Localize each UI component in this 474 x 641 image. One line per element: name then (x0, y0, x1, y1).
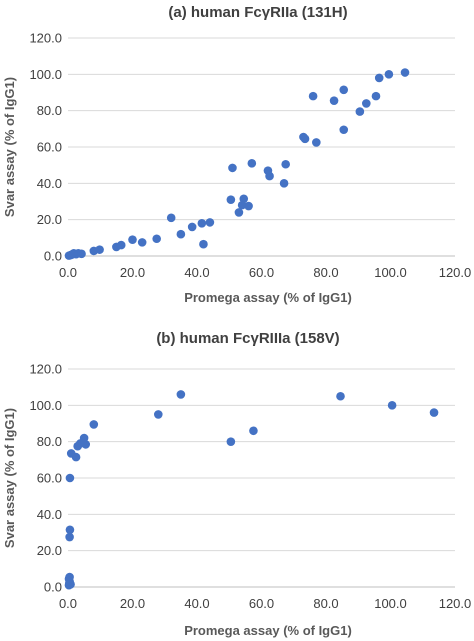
chart-a-y-tick-label: 120.0 (29, 31, 62, 46)
chart-a-x-tick-label: 40.0 (184, 265, 209, 280)
chart-b-y-tick-label: 60.0 (37, 471, 62, 486)
chart-b-y-tick-label: 40.0 (37, 507, 62, 522)
chart-a-data-point (166, 213, 176, 223)
chart-b-x-tick-label: 40.0 (184, 596, 209, 611)
chart-a-data-point (234, 208, 244, 217)
chart-a-data-point (226, 195, 236, 204)
chart-a-y-tick-label: 80.0 (37, 103, 62, 118)
chart-a-data-point (329, 96, 339, 105)
chart-a-data-point (128, 235, 137, 244)
chart-a-data-point (176, 229, 186, 239)
chart-a-x-tick-label: 80.0 (313, 265, 338, 280)
chart-b-y-tick-label: 120.0 (29, 362, 62, 377)
chart-b-x-axis-label: Promega assay (% of IgG1) (184, 623, 352, 638)
chart-b-data-point (429, 408, 439, 417)
chart-a-data-point (199, 239, 208, 249)
chart-b-data-point (81, 440, 91, 449)
chart-a-x-tick-label: 0.0 (59, 265, 77, 280)
chart-a-y-tick-label: 60.0 (37, 140, 62, 155)
chart-b-x-tick-label: 0.0 (59, 596, 77, 611)
chart-b-data-point (226, 437, 236, 446)
chart-a-data-point (400, 68, 410, 77)
chart-b-y-axis-label: Svar assay (% of IgG1) (2, 408, 17, 548)
chart-a-data-point (228, 163, 237, 173)
chart-a-data-point (205, 218, 215, 227)
chart-a-data-point (339, 125, 349, 135)
chart-a-data-point (281, 159, 290, 169)
chart-a-data-point (95, 245, 104, 254)
chart-a-y-tick-label: 20.0 (37, 212, 62, 227)
chart-b-data-point (65, 473, 75, 483)
chart-a-data-point (247, 159, 257, 168)
chart-a-y-tick-label: 100.0 (29, 67, 62, 82)
chart-a: (a) human FcγRIIa (131H) 0.0 20.0 40.0 60.0… (2, 4, 471, 305)
chart-a-data-point (77, 249, 86, 259)
chart-a-x-tick-label: 60.0 (249, 265, 274, 280)
chart-a-x-tick-label: 120.0 (439, 265, 472, 280)
chart-a-data-point (308, 91, 318, 101)
chart-b-data-point (249, 426, 258, 436)
chart-b-title: (b) human FcγRIIIa (158V) (156, 330, 339, 347)
chart-a-data-point (300, 134, 310, 144)
chart-a-data-point (239, 194, 249, 204)
chart-a-data-point (384, 70, 394, 79)
chart-b-data-point (71, 452, 81, 462)
chart-a-data-point (279, 179, 289, 188)
chart-b-data-point (154, 410, 163, 419)
chart-a-x-tick-label: 20.0 (120, 265, 145, 280)
chart-a-y-tick-label: 40.0 (37, 176, 62, 191)
chart-b-data-point (66, 579, 75, 589)
chart-a-x-tick-label: 100.0 (374, 265, 407, 280)
chart-b-data-point (65, 525, 75, 535)
chart-b: (b) human FcγRIIIa (158V) 0.0 20.0 40.0 60.… (2, 330, 471, 638)
chart-a-data-point (116, 240, 126, 250)
chart-b-x-tick-label: 100.0 (374, 596, 407, 611)
chart-a-data-point (244, 201, 253, 211)
chart-a-data-point (374, 73, 384, 83)
chart-a-data-point (371, 91, 381, 101)
chart-a-data-point (265, 171, 274, 181)
chart-a-y-axis-label: Svar assay (% of IgG1) (2, 77, 17, 217)
chart-b-y-tick-label: 100.0 (29, 398, 62, 413)
chart-b-x-tick-label: 80.0 (313, 596, 338, 611)
chart-b-y-tick-label: 80.0 (37, 434, 62, 449)
chart-a-data-point (137, 238, 147, 247)
chart-b-x-tick-label: 120.0 (439, 596, 472, 611)
chart-b-data-point (176, 390, 186, 399)
chart-b-y-tick-label: 0.0 (44, 580, 62, 595)
chart-b-data-point (65, 572, 74, 582)
chart-b-data-point (89, 420, 99, 429)
chart-a-data-point (355, 107, 365, 116)
chart-a-x-axis-label: Promega assay (% of IgG1) (184, 290, 352, 305)
chart-b-data-point (336, 391, 345, 401)
chart-b-data-point (65, 532, 74, 542)
chart-a-data-point (187, 222, 197, 232)
chart-a-data-point (312, 138, 321, 147)
chart-a-data-point (152, 234, 161, 244)
chart-a-title: (a) human FcγRIIa (131H) (168, 4, 347, 21)
chart-a-data-point (362, 99, 371, 108)
chart-b-x-tick-label: 60.0 (249, 596, 274, 611)
chart-b-y-tick-label: 20.0 (37, 543, 62, 558)
chart-a-data-point (339, 85, 349, 95)
chart-b-x-tick-label: 20.0 (120, 596, 145, 611)
chart-b-data-point (387, 401, 397, 410)
chart-a-y-tick-label: 0.0 (44, 249, 62, 264)
chart-a-data-point (197, 219, 207, 228)
